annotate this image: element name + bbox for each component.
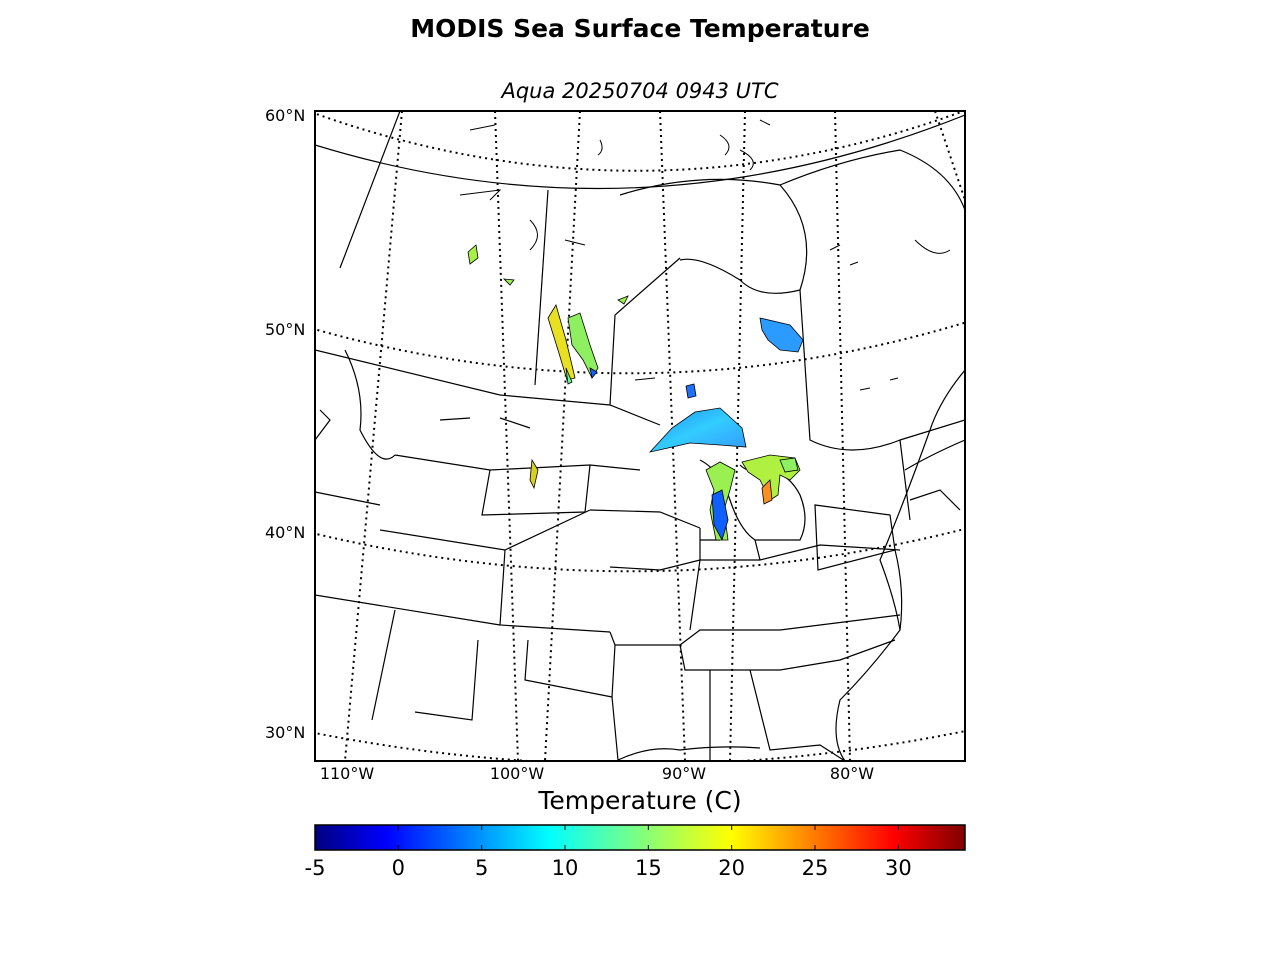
colorbar-bar [314,824,966,851]
colorbar-tick-label: 20 [718,856,746,880]
colorbar-tick-label: -5 [304,856,326,880]
colorbar-tick-label: 5 [474,856,489,880]
small-lakes [459,119,951,391]
lat-label-30: 30°N [265,723,306,742]
plot-title: MODIS Sea Surface Temperature [410,14,870,43]
lon-label-110: 110°W [319,764,375,783]
james-bay-sst [759,317,804,353]
colorbar-tick-label: 30 [884,856,912,880]
colorbar-ticks [314,825,899,850]
colorbar-tick-label: 25 [801,856,829,880]
colorbar-tick-label: 10 [551,856,579,880]
lon-label-80: 80°W [829,764,875,783]
map-frame [314,110,966,762]
lat-label-50: 50°N [265,320,306,339]
longitude-lines [344,111,965,761]
lat-label-60: 60°N [265,106,306,125]
plot-subtitle: Aqua 20250704 0943 UTC [501,79,779,103]
sst-patches [467,244,804,542]
map-content [315,111,965,761]
boundaries [315,111,965,761]
lon-label-100: 100°W [489,764,545,783]
lat-label-40: 40°N [265,523,306,542]
lon-label-90: 90°W [661,764,707,783]
colorbar-tick-label: 0 [391,856,406,880]
colorbar-tick-label: 15 [634,856,662,880]
latitude-lines [315,111,965,761]
lake-superior-sst [648,407,747,453]
colorbar-label: Temperature (C) [538,786,742,815]
